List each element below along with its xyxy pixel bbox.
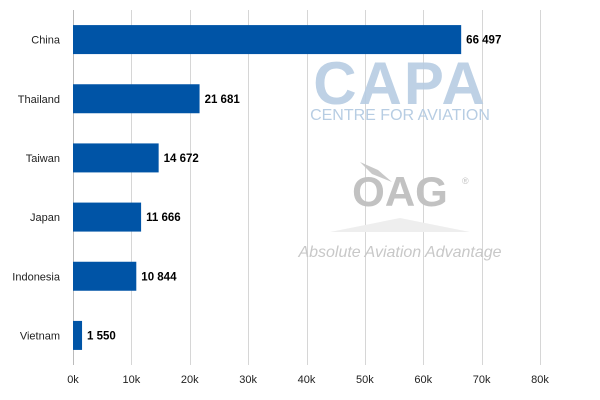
category-label: China bbox=[31, 35, 61, 47]
capa-logo: CAPA bbox=[313, 50, 487, 117]
x-tick-label: 60k bbox=[414, 374, 432, 386]
bar bbox=[73, 143, 159, 173]
bars bbox=[73, 25, 462, 350]
data-label: 11 666 bbox=[146, 212, 181, 224]
bar bbox=[73, 84, 200, 114]
oag-registered-mark: ® bbox=[462, 176, 469, 186]
data-label: 21 681 bbox=[205, 94, 241, 106]
x-tick-label: 50k bbox=[356, 374, 374, 386]
bar bbox=[73, 261, 137, 291]
category-label: Taiwan bbox=[26, 153, 60, 165]
category-labels: China Thailand Taiwan Japan Indonesia Vietnam bbox=[12, 35, 61, 343]
x-axis-tick-labels: 0k 10k 20k 30k 40k 50k 60k 70k 80k bbox=[67, 374, 549, 386]
oag-reflection bbox=[330, 218, 470, 232]
category-label: Vietnam bbox=[20, 330, 60, 342]
x-tick-label: 0k bbox=[67, 374, 79, 386]
grid-lines bbox=[73, 10, 541, 365]
bar bbox=[73, 25, 462, 55]
oag-tagline: Absolute Aviation Advantage bbox=[297, 244, 501, 261]
bar bbox=[73, 202, 142, 232]
x-tick-label: 70k bbox=[473, 374, 491, 386]
category-label: Thailand bbox=[18, 94, 60, 106]
x-tick-label: 40k bbox=[298, 374, 316, 386]
capa-watermark: CAPA CENTRE FOR AVIATION bbox=[310, 50, 490, 124]
category-label: Indonesia bbox=[12, 271, 61, 283]
category-label: Japan bbox=[30, 212, 60, 224]
oag-logo: OAG bbox=[352, 168, 448, 215]
data-label: 1 550 bbox=[87, 330, 116, 342]
data-label: 10 844 bbox=[141, 271, 177, 283]
x-tick-label: 30k bbox=[239, 374, 257, 386]
capa-subtitle: CENTRE FOR AVIATION bbox=[310, 107, 490, 124]
x-tick-label: 80k bbox=[531, 374, 549, 386]
oag-watermark: OAG ® Absolute Aviation Advantage bbox=[297, 162, 502, 261]
x-tick-label: 10k bbox=[123, 374, 141, 386]
x-tick-label: 20k bbox=[181, 374, 199, 386]
oag-swoosh-icon bbox=[360, 162, 392, 182]
bar bbox=[73, 320, 83, 350]
data-labels: 66 497 21 681 14 672 11 666 10 844 1 550 bbox=[87, 35, 501, 343]
data-label: 66 497 bbox=[466, 35, 501, 47]
data-label: 14 672 bbox=[164, 153, 199, 165]
